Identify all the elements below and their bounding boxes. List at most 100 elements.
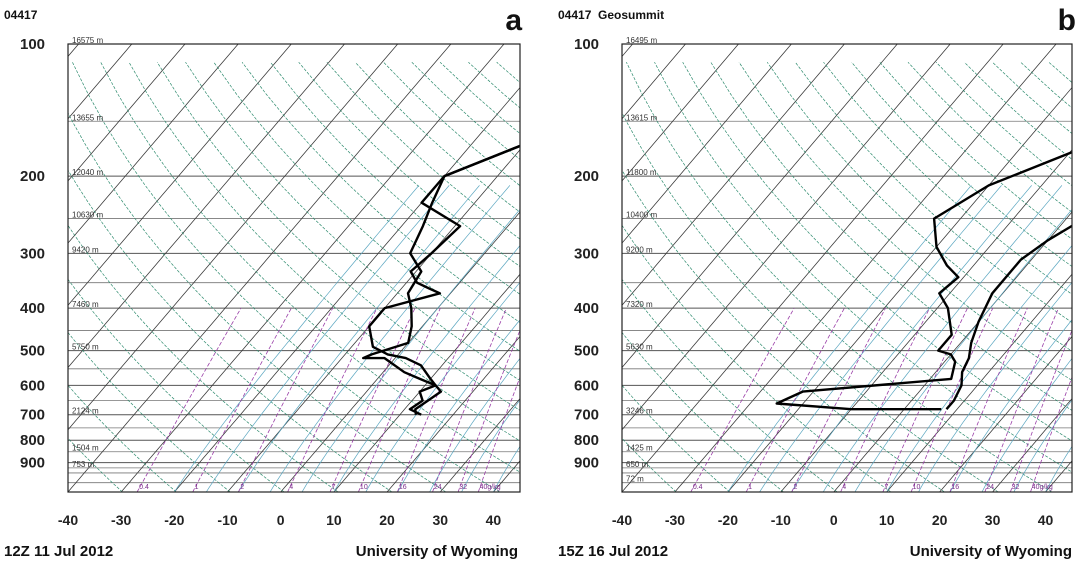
isotherm [439,398,520,492]
isotherm [622,44,792,244]
height-label: 10400 m [626,211,657,220]
moist-adiabat [429,357,520,492]
mixing-ratio-line [1030,376,1072,492]
height-label: 7320 m [626,300,653,309]
isotherm [68,44,345,369]
isotherm [622,44,898,369]
isotherm [554,44,580,492]
isotherm [68,44,399,431]
height-label: 11800 m [626,168,657,177]
pressure-tick-label: 700 [574,407,599,424]
isotherm [120,44,505,492]
mixing-ratio-line [329,307,416,492]
mixing-ratio-label: 40g/kg [480,484,501,491]
isotherm [622,44,1004,492]
sounding-panel-b: 100 200 300 400 500 600 700 800 900 -40 -30 -20 -10 0… [554,0,1077,565]
mixing-ratio-line [791,307,886,492]
dry-adiabat [654,62,1072,473]
height-label: 13615 m [626,113,657,122]
mixing-ratio-label: 0.4 [139,484,149,491]
pressure-tick-label: 100 [20,36,45,53]
pressure-tick-label: 800 [20,432,45,449]
moist-adiabat [759,185,1002,492]
isotherm [622,44,951,431]
temperature-tick-label: 30 [432,512,448,528]
mixing-ratio-line [136,307,242,492]
mixing-ratio-label: 4 [289,484,293,491]
mixing-ratio-label: 10 [913,484,921,491]
dry-adiabat [525,62,538,492]
dry-adiabat [270,61,520,295]
dry-adiabat [795,61,1072,323]
mixing-ratio-line [192,307,292,492]
moist-adiabat [886,245,1072,492]
temperature-tick-label: 20 [932,512,948,528]
isotherm [622,44,739,182]
dry-adiabat [326,61,520,240]
isotherm [68,44,239,244]
mixing-ratio-line [457,329,520,492]
mixing-ratio-line [984,307,1059,492]
dry-adiabat [156,62,520,411]
isotherm [68,44,133,120]
temperature-tick-label: 40 [1038,512,1054,528]
dry-adiabat [622,169,945,492]
plot-frame [621,43,1073,493]
mixing-ratio-label: 24 [986,484,994,491]
dry-adiabat [128,62,520,442]
dry-adiabat [68,384,177,492]
moist-adiabat [397,319,520,492]
isotherm [674,44,1057,492]
temperature-tick-label: -40 [58,512,78,528]
mixing-ratio-label: 2 [240,484,244,491]
dry-adiabat [622,384,731,492]
moist-adiabat [981,357,1072,492]
mixing-ratio-label: 1 [195,484,199,491]
dry-adiabat [766,61,1072,352]
height-label: 2124 m [72,407,99,416]
temperature-tick-label: -30 [665,512,685,528]
moist-adiabat [206,185,450,492]
height-label: 753 m [72,460,95,469]
height-label: 16495 m [626,36,657,45]
station-id: 04417 Geosummit [558,8,664,22]
moist-adiabat [269,185,511,492]
temperature-tick-label: -10 [771,512,791,528]
isotherm [68,44,292,306]
temperature-tick-label: 10 [326,512,342,528]
mixing-ratio-label: 32 [459,484,467,491]
pressure-tick-label: 100 [574,36,599,53]
mixing-ratio-line [287,307,378,492]
dry-adiabat [185,62,520,381]
panel-letter: a [505,4,522,37]
mixing-ratio-label: 16 [951,484,959,491]
pressure-tick-label: 500 [574,343,599,360]
pressure-tick-label: 600 [20,377,45,394]
mixing-ratio-label: 1 [748,484,752,491]
dry-adiabat [622,224,892,492]
height-label: 13655 m [72,113,103,122]
height-label: 16575 m [72,36,103,45]
pressure-tick-label: 600 [574,377,599,394]
isotherm [68,44,186,182]
dry-adiabat [298,61,520,267]
isotherm [386,335,520,492]
mixing-ratio-label: 7 [332,484,336,491]
mixing-ratio-label: 2 [793,484,797,491]
temperature-tick-label: 0 [830,512,838,528]
dry-adiabat [68,112,447,492]
moist-adiabat [493,445,520,492]
moist-adiabat [1013,399,1072,492]
dry-adiabat [72,62,500,492]
isotherm [939,335,1072,492]
panel-letter: b [1057,4,1076,37]
height-label: 9200 m [626,245,653,254]
dry-adiabat [68,224,339,492]
mixing-ratio-line [910,307,994,492]
isotherm [622,44,633,58]
pressure-tick-label: 400 [574,300,599,317]
mixing-ratio-label: 40g/kg [1032,484,1053,491]
isotherm [68,44,79,58]
height-label: 650 m [626,460,649,469]
